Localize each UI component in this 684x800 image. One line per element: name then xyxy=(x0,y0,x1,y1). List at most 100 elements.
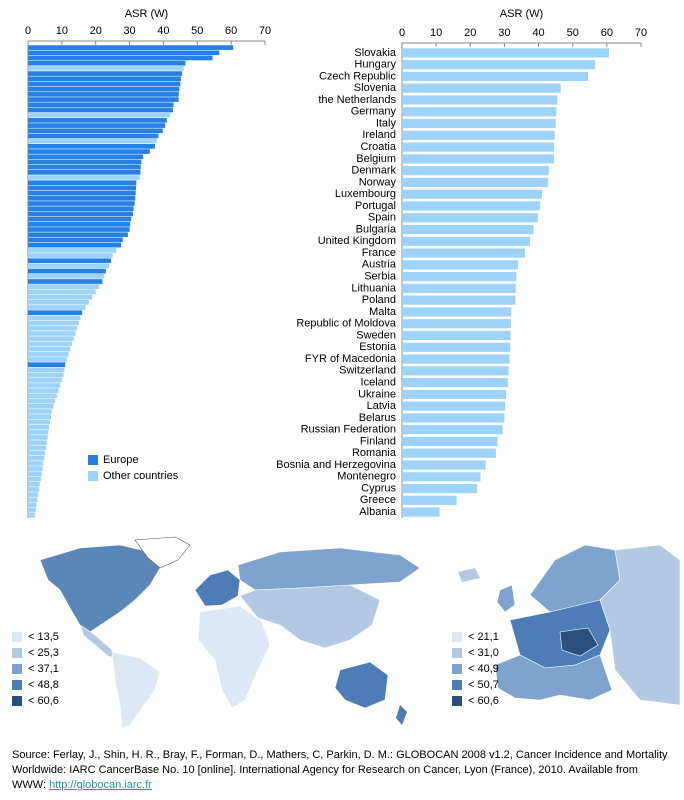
map-legend-label: < 13,5 xyxy=(28,631,59,643)
legend-swatch xyxy=(88,471,98,481)
bar xyxy=(28,388,59,393)
y-tick-label: Croatia xyxy=(361,141,397,153)
bar xyxy=(28,409,52,414)
y-tick-label: Portugal xyxy=(355,200,396,212)
bar xyxy=(402,201,541,211)
map-legend-swatch xyxy=(452,648,462,658)
legend-label: Other countries xyxy=(103,470,179,482)
map-legend-label: < 25,3 xyxy=(28,647,59,659)
map-legend-swatch xyxy=(452,680,462,690)
bar xyxy=(402,342,511,352)
bar xyxy=(28,154,144,160)
bar xyxy=(402,177,549,188)
bar xyxy=(28,180,137,186)
y-tick-label: Serbia xyxy=(364,271,397,283)
bar xyxy=(28,237,123,243)
greenland xyxy=(134,536,191,569)
y-tick-label: Republic of Moldova xyxy=(296,318,397,330)
x-tick-label: 10 xyxy=(430,27,442,39)
bar xyxy=(402,389,507,399)
bar xyxy=(28,123,166,128)
bar xyxy=(402,272,517,282)
bar xyxy=(28,310,83,316)
europe-east xyxy=(599,544,681,706)
map-legend-label: < 40,9 xyxy=(468,663,499,675)
bar xyxy=(28,138,157,144)
bar xyxy=(28,315,81,321)
y-tick-label: Romania xyxy=(352,447,397,459)
y-tick-label: Belgium xyxy=(356,153,396,165)
source-text: Source: Ferlay, J., Shin, H. R., Bray, F… xyxy=(12,749,668,791)
bar xyxy=(28,331,76,336)
bar xyxy=(28,513,35,518)
map-legend-swatch xyxy=(452,632,462,642)
map-legend-swatch xyxy=(12,632,22,642)
bar xyxy=(402,95,558,105)
map-legend-swatch xyxy=(12,664,22,674)
y-tick-label: Hungary xyxy=(354,59,396,71)
bar xyxy=(28,128,163,134)
bar xyxy=(402,354,510,364)
y-tick-label: Ireland xyxy=(362,129,396,141)
x-tick-label: 40 xyxy=(532,27,544,39)
x-tick-label: 10 xyxy=(56,25,68,37)
bar xyxy=(402,166,549,176)
bar xyxy=(28,357,67,362)
bar xyxy=(28,289,96,295)
bar xyxy=(28,362,66,368)
map-legend-swatch xyxy=(452,664,462,674)
bar xyxy=(28,268,106,274)
bar xyxy=(402,483,478,494)
map-legend-swatch xyxy=(12,680,22,690)
bar xyxy=(28,232,128,238)
legend-swatch xyxy=(88,455,98,465)
bar xyxy=(28,305,86,310)
bar xyxy=(28,429,49,435)
bar xyxy=(28,92,179,97)
bar xyxy=(28,258,111,264)
bar xyxy=(28,346,71,352)
bar xyxy=(28,435,48,440)
x-tick-label: 70 xyxy=(635,27,647,39)
bar xyxy=(28,419,51,425)
bar xyxy=(402,436,498,447)
y-tick-label: the Netherlands xyxy=(318,94,396,106)
bar xyxy=(402,130,555,140)
bar xyxy=(28,341,73,347)
bar xyxy=(28,450,45,456)
bar xyxy=(402,495,457,505)
bar xyxy=(402,307,512,317)
bar xyxy=(28,86,180,92)
australia xyxy=(334,661,389,709)
map-legend-label: < 37,1 xyxy=(28,663,59,675)
bar xyxy=(28,299,89,305)
bar xyxy=(402,472,481,482)
bar xyxy=(402,248,525,258)
y-tick-label: Slovenia xyxy=(354,82,397,94)
map-legend-label: < 21,1 xyxy=(468,631,499,643)
y-tick-label: Lithuania xyxy=(351,282,397,294)
bar xyxy=(28,445,46,451)
bar xyxy=(28,367,65,373)
bar xyxy=(28,284,100,290)
y-tick-label: Italy xyxy=(376,117,397,129)
bar xyxy=(28,424,49,430)
source-link[interactable]: http://globocan.iarc.fr xyxy=(49,779,152,791)
bar xyxy=(28,81,181,87)
map-legend-swatch xyxy=(12,696,22,706)
bar xyxy=(28,76,182,82)
y-tick-label: Bosnia and Herzegovina xyxy=(276,459,397,471)
bar xyxy=(28,403,54,409)
x-tick-label: 20 xyxy=(464,27,476,39)
bar xyxy=(28,471,42,477)
bar xyxy=(402,83,561,93)
bar xyxy=(402,413,505,423)
uk xyxy=(496,584,516,613)
bar xyxy=(28,102,174,108)
bar xyxy=(28,320,79,326)
europe-hotspot xyxy=(559,627,599,657)
x-tick-label: 0 xyxy=(25,25,31,37)
bar xyxy=(402,260,519,270)
bar xyxy=(28,144,155,149)
bar xyxy=(28,440,47,445)
